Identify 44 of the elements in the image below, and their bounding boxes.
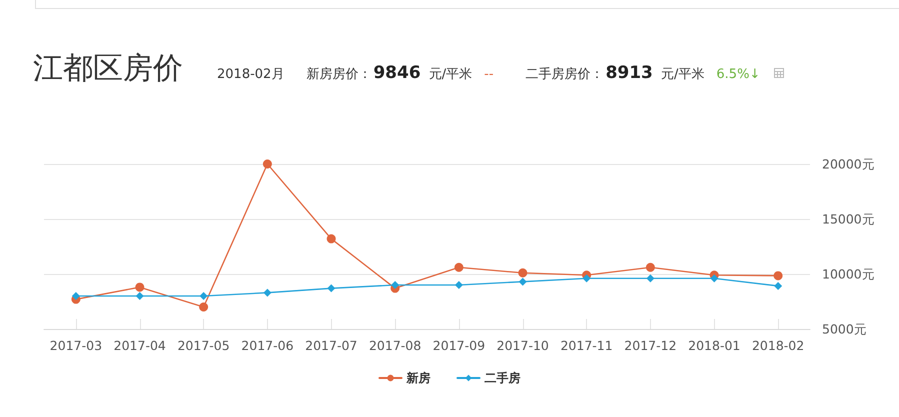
point — [326, 234, 336, 244]
x-tick-label: 2017-06 — [241, 338, 294, 353]
x-tick-label: 2017-03 — [50, 338, 102, 353]
chart-title: 江都区房价 — [33, 50, 183, 88]
x-tick-label: 2017-10 — [496, 338, 549, 353]
text: -- — [484, 67, 494, 82]
point — [646, 274, 654, 282]
point — [518, 278, 527, 286]
point — [582, 274, 591, 282]
text: 新房房价：9846 元/平米 — [306, 63, 472, 83]
point — [136, 292, 144, 300]
point — [454, 262, 464, 272]
text: 二手房房价：8913 元/平米 — [526, 63, 704, 83]
x-tick-label: 2017-04 — [114, 338, 166, 353]
x-tick-label: 2017-05 — [177, 338, 230, 353]
point — [262, 160, 272, 168]
point — [391, 281, 400, 289]
chart-subtitle: 2018-02月 — [217, 66, 284, 83]
point — [199, 302, 208, 312]
point — [710, 274, 718, 282]
point — [72, 292, 80, 300]
y-tick-label: 20000元 — [822, 156, 875, 172]
point — [454, 281, 463, 289]
x-tick-label: 2017-08 — [368, 338, 422, 353]
y-tick-label: 15000元 — [822, 212, 875, 226]
point — [200, 292, 208, 300]
y-tick-label: 10000元 — [822, 266, 875, 282]
point — [263, 288, 272, 297]
y-tick-label: 5000元 — [822, 322, 867, 336]
legend-label: 二手房 — [484, 371, 520, 385]
point — [774, 271, 783, 280]
point — [327, 284, 336, 292]
text: 6.5%↓ — [716, 67, 760, 82]
legend-label: 新房 — [406, 371, 430, 385]
x-tick-label: 2017-11 — [560, 338, 613, 353]
x-tick-label: 2018-01 — [688, 338, 740, 353]
point — [518, 268, 528, 278]
point — [774, 282, 782, 290]
x-tick-label: 2017-07 — [305, 338, 358, 353]
x-tick-label: 2017-12 — [624, 338, 677, 353]
x-tick-label: 2018-02 — [752, 338, 804, 353]
point — [646, 262, 655, 272]
x-tick-label: 2017-09 — [432, 338, 486, 353]
point — [135, 282, 144, 292]
